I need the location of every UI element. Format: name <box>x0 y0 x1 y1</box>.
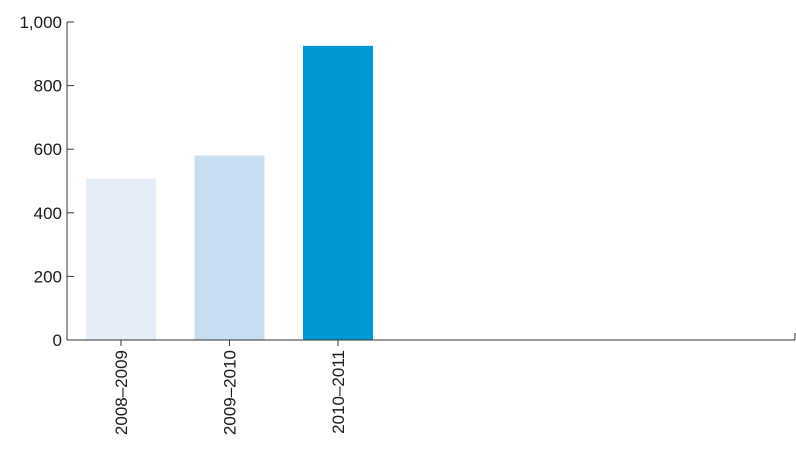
y-tick-label: 800 <box>34 77 62 96</box>
x-category-label: 2009–2010 <box>221 350 240 435</box>
bar-2008–2009 <box>86 178 156 340</box>
bar-2009–2010 <box>194 155 265 340</box>
y-tick-label: 0 <box>53 331 62 350</box>
x-axis: 2008–2009 2009–2010 2010–2011 <box>67 333 796 435</box>
x-category-label: 2010–2011 <box>329 350 348 434</box>
y-tick-label: 600 <box>34 140 62 159</box>
y-tick-label: 1,000 <box>19 13 62 32</box>
bars-group <box>86 45 373 340</box>
y-axis: 0 200 400 600 800 1,000 <box>19 13 74 350</box>
bar-2010–2011 <box>303 45 373 340</box>
x-category-label: 2008–2009 <box>112 350 131 435</box>
y-tick-label: 200 <box>34 267 62 286</box>
y-tick-label: 400 <box>34 204 62 223</box>
